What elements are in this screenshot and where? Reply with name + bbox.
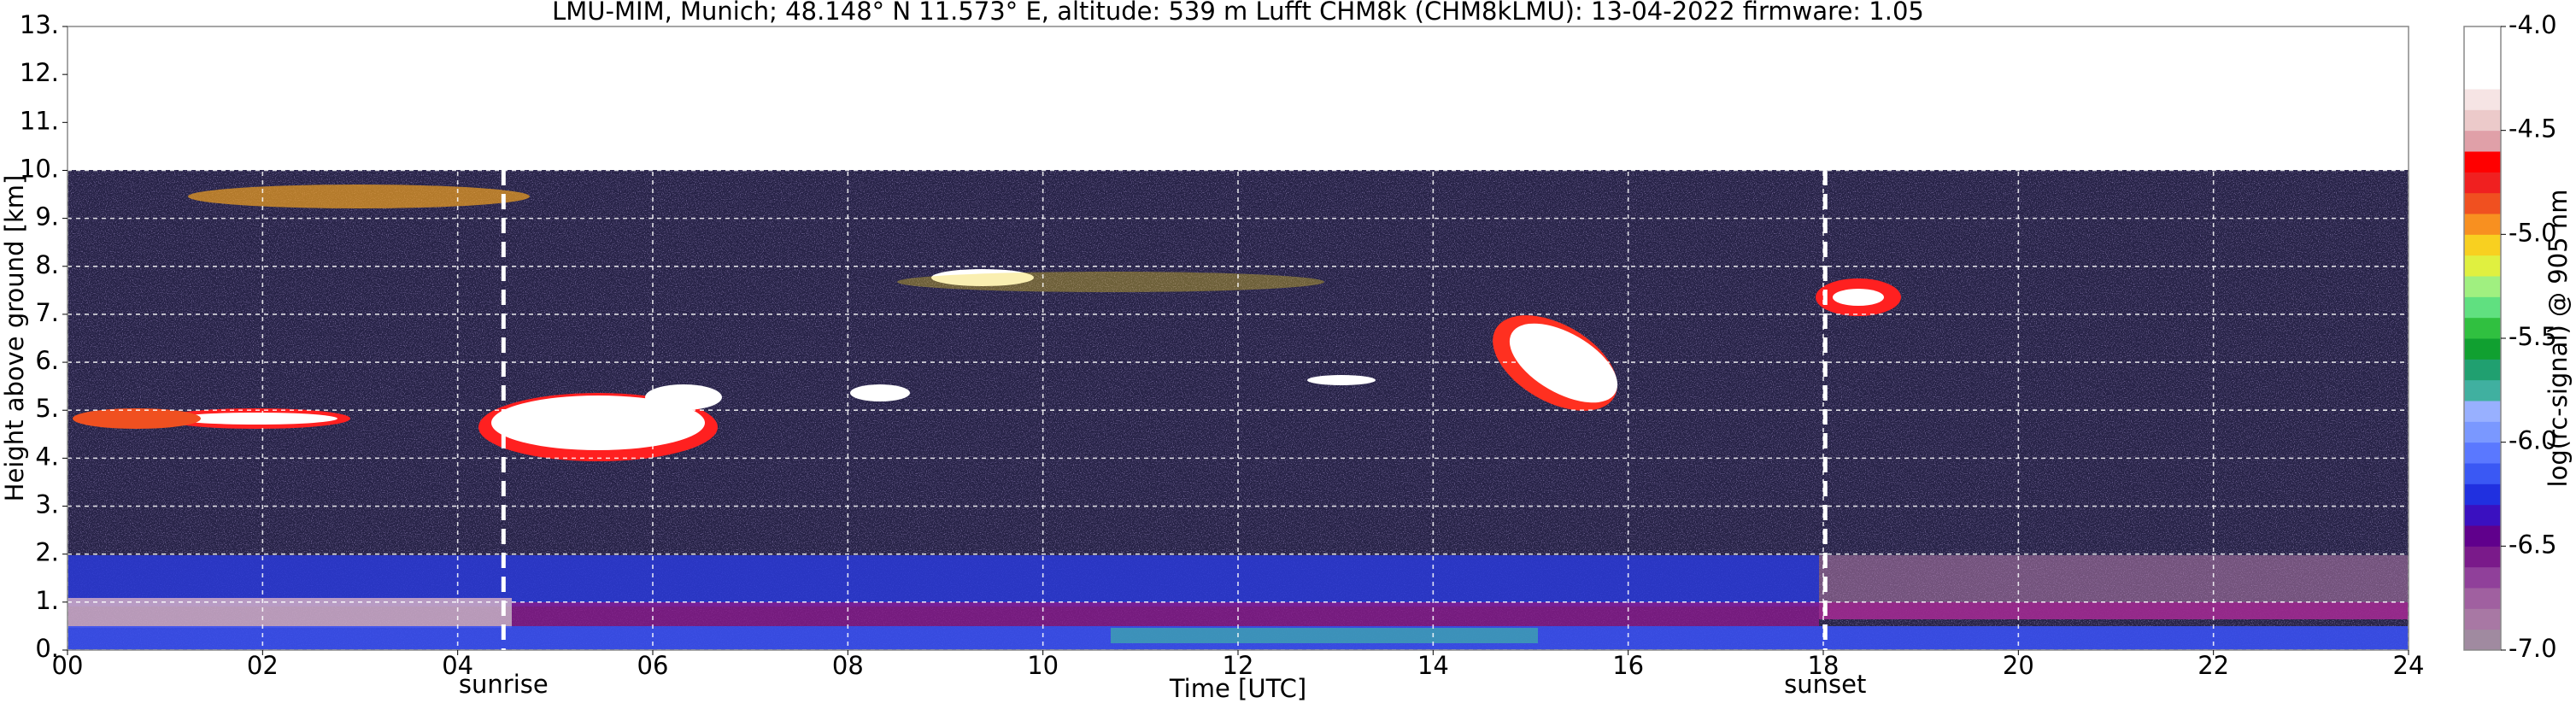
colorbar-band [2464, 26, 2501, 48]
colorbar-band [2464, 379, 2501, 401]
x-tick-label: 08 [832, 651, 864, 680]
colorbar-tick-label: -7.0 [2509, 634, 2557, 663]
x-tick-label: 10 [1027, 651, 1059, 680]
colorbar-band [2464, 629, 2501, 651]
colorbar-tick-label: -5.5 [2509, 322, 2557, 351]
x-axis-label: Time [UTC] [1169, 674, 1306, 703]
colorbar-band [2464, 255, 2501, 277]
y-tick-label: 4. [35, 442, 59, 471]
colorbar-label: log(rc-signal) @ 905 nm [2544, 190, 2573, 488]
y-tick-label: 11. [20, 106, 59, 135]
colorbar-band [2464, 151, 2501, 173]
x-tick-label: 00 [52, 651, 84, 680]
y-tick-label: 10. [20, 154, 59, 183]
x-tick-label: 04 [442, 651, 473, 680]
colorbar-band [2464, 338, 2501, 360]
x-tick-label: 06 [637, 651, 669, 680]
annotation-label: sunrise [459, 670, 549, 699]
colorbar-tick-label: -5.0 [2509, 218, 2557, 247]
colorbar-band [2464, 214, 2501, 235]
colorbar-band [2464, 89, 2501, 110]
x-tick-label: 24 [2393, 651, 2425, 680]
x-tick-label: 02 [247, 651, 279, 680]
x-tick-label: 18 [1808, 651, 1840, 680]
x-tick-label: 12 [1223, 651, 1254, 680]
colorbar-band [2464, 483, 2501, 506]
colorbar-band [2464, 588, 2501, 609]
colorbar-tick-label: -6.5 [2509, 530, 2557, 559]
colorbar-band [2464, 47, 2501, 69]
colorbar-band [2464, 546, 2501, 568]
colorbar-tick-label: -6.0 [2509, 426, 2557, 455]
x-tick-label: 16 [1612, 651, 1644, 680]
colorbar-band [2464, 401, 2501, 422]
y-tick-label: 13. [20, 10, 59, 39]
y-axis-label: Height above ground [km] [0, 175, 29, 502]
colorbar-band [2464, 234, 2501, 256]
colorbar-band [2464, 130, 2501, 152]
x-tick-label: 20 [2003, 651, 2034, 680]
colorbar-band [2464, 67, 2501, 90]
colorbar-band [2464, 276, 2501, 297]
y-tick-label: 8. [35, 250, 59, 279]
colorbar-band [2464, 192, 2501, 214]
colorbar-band [2464, 359, 2501, 381]
colorbar-band [2464, 172, 2501, 194]
x-tick-label: 22 [2198, 651, 2229, 680]
colorbar-band [2464, 317, 2501, 339]
colorbar-tick-label: -4.0 [2509, 10, 2557, 39]
chart-title: LMU-MIM, Munich; 48.148° N 11.573° E, al… [552, 0, 1924, 26]
colorbar-band [2464, 566, 2501, 589]
colorbar-band [2464, 608, 2501, 630]
colorbar-band [2464, 296, 2501, 319]
colorbar-band [2464, 504, 2501, 526]
colorbar-tick-label: -4.5 [2509, 114, 2557, 144]
annotation-label: sunset [1784, 670, 1866, 699]
y-tick-label: 0. [35, 634, 59, 663]
y-tick-label: 3. [35, 490, 59, 519]
colorbar-band [2464, 463, 2501, 484]
colorbar-band [2464, 421, 2501, 443]
colorbar-band [2464, 109, 2501, 132]
y-tick-label: 1. [35, 586, 59, 615]
y-tick-label: 2. [35, 538, 59, 567]
y-tick-label: 9. [35, 202, 59, 231]
colorbar-band [2464, 525, 2501, 547]
y-tick-label: 7. [35, 298, 59, 327]
colorbar-band [2464, 442, 2501, 464]
x-tick-label: 14 [1417, 651, 1449, 680]
y-tick-label: 6. [35, 346, 59, 375]
y-tick-label: 12. [20, 58, 59, 87]
y-tick-label: 5. [35, 394, 59, 423]
